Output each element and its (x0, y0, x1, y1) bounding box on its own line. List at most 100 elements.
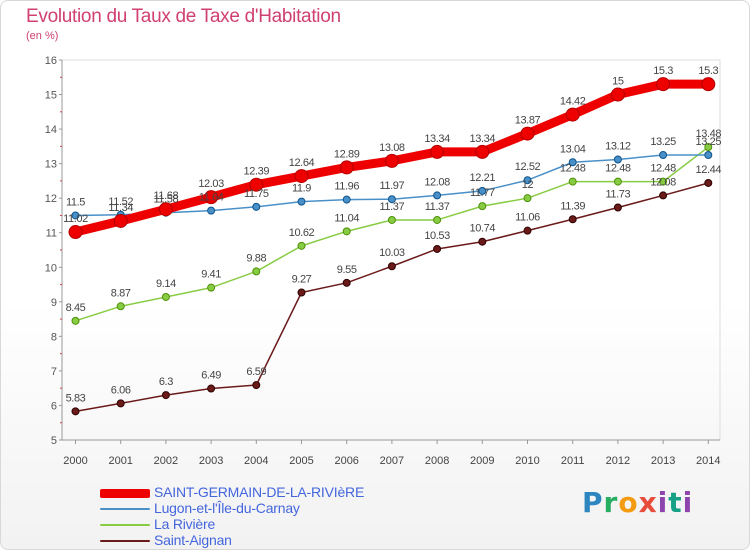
data-label: 11.37 (425, 201, 450, 213)
data-point (161, 391, 170, 400)
x-tick-label: 2012 (606, 455, 630, 467)
data-label: 15.3 (653, 65, 673, 77)
data-point (252, 202, 261, 211)
data-point (701, 77, 716, 92)
chart-subtitle: (en %) (26, 30, 59, 42)
data-point (116, 302, 125, 311)
data-point (294, 169, 309, 184)
data-point (433, 244, 442, 253)
legend-label: La Rivière (154, 516, 216, 532)
legend-swatch (100, 540, 150, 542)
data-point (656, 77, 671, 92)
data-point (659, 177, 668, 186)
data-point (207, 206, 216, 215)
data-point (342, 195, 351, 204)
data-point (475, 144, 490, 159)
data-point (249, 177, 264, 192)
data-point (659, 191, 668, 200)
data-point (610, 87, 625, 102)
x-tick-label: 2006 (334, 455, 358, 467)
data-label: 12.48 (605, 163, 631, 175)
legend-swatch (100, 508, 150, 510)
x-tick-label: 2003 (199, 455, 223, 467)
data-point (387, 195, 396, 204)
data-point (207, 384, 216, 393)
data-label: 11.97 (380, 180, 405, 192)
proxiti-logo: Proxiti (582, 486, 694, 519)
data-label: 6.06 (111, 384, 131, 396)
data-point (113, 213, 128, 228)
legend-swatch (100, 524, 150, 526)
x-tick-label: 2005 (289, 455, 313, 467)
data-label: 11.06 (515, 212, 540, 224)
data-point (704, 178, 713, 187)
data-label: 8.45 (66, 302, 86, 314)
data-label: 13.25 (650, 136, 676, 148)
y-tick-label: 12 (45, 193, 57, 205)
data-label: 11.75 (244, 188, 269, 200)
data-point (568, 215, 577, 224)
data-point (659, 151, 668, 159)
y-tick-label: 14 (45, 124, 57, 136)
legend-label: SAINT-GERMAIN-DE-LA-RIVIèRE (154, 484, 365, 500)
data-label: 11.58 (154, 194, 179, 206)
data-point (523, 194, 532, 203)
data-label: 12.64 (289, 157, 315, 169)
data-label: 12.52 (515, 161, 541, 173)
data-label: 13.87 (515, 115, 541, 127)
data-point (342, 278, 351, 287)
data-label: 11.68 (154, 190, 179, 202)
y-tick-label: 15 (45, 90, 57, 102)
data-point (71, 316, 80, 325)
data-point (433, 191, 442, 200)
data-label: 11.39 (560, 200, 585, 212)
data-point (161, 292, 170, 301)
data-point (297, 241, 306, 250)
data-label: 12.03 (198, 178, 224, 190)
data-label: 11.96 (334, 181, 359, 193)
x-tick-label: 2009 (470, 455, 494, 467)
data-label: 9.14 (156, 278, 176, 290)
data-point (478, 237, 487, 246)
data-point (568, 177, 577, 186)
x-tick-label: 2004 (244, 455, 268, 467)
data-label: 11.73 (606, 189, 631, 201)
x-tick-label: 2014 (696, 455, 720, 467)
legend-swatch (100, 488, 150, 498)
data-label: 13.34 (424, 133, 450, 145)
y-tick-label: 10 (45, 262, 57, 274)
data-label: 11.34 (108, 202, 133, 214)
data-point (565, 107, 580, 122)
data-label: 11.37 (380, 201, 405, 213)
data-label: 9.88 (246, 252, 266, 264)
y-tick-label: 7 (51, 366, 57, 378)
y-tick-label: 8 (51, 331, 57, 343)
data-label: 10.74 (470, 223, 496, 235)
data-point (297, 197, 306, 206)
data-label: 11.64 (199, 192, 224, 204)
data-label: 6.59 (246, 366, 266, 378)
data-point (71, 407, 80, 416)
x-tick-label: 2010 (515, 455, 539, 467)
y-tick-label: 6 (51, 400, 57, 412)
data-label: 8.87 (111, 287, 131, 299)
data-point (523, 176, 532, 185)
data-point (252, 267, 261, 276)
data-point (387, 262, 396, 271)
legend-label: Lugon-et-l'Île-du-Carnay (154, 500, 300, 516)
data-label: 6.49 (201, 370, 221, 382)
data-point (613, 155, 622, 164)
data-label: 10.53 (424, 230, 450, 242)
data-label: 15.3 (698, 65, 718, 77)
data-label: 13.08 (379, 142, 405, 154)
data-label: 13.25 (696, 136, 722, 148)
data-label: 12.48 (650, 163, 676, 175)
data-label: 12.21 (470, 172, 496, 184)
data-point (68, 225, 83, 240)
data-point (297, 288, 306, 297)
data-point (252, 381, 261, 390)
x-tick-label: 2007 (380, 455, 404, 467)
line-chart: 5 6 7 8 9 10 11 12 13 14 15 16 2000 2001 2002 2003 2004 2… (45, 55, 722, 467)
data-label: 6.3 (159, 376, 173, 388)
data-point (339, 160, 354, 175)
